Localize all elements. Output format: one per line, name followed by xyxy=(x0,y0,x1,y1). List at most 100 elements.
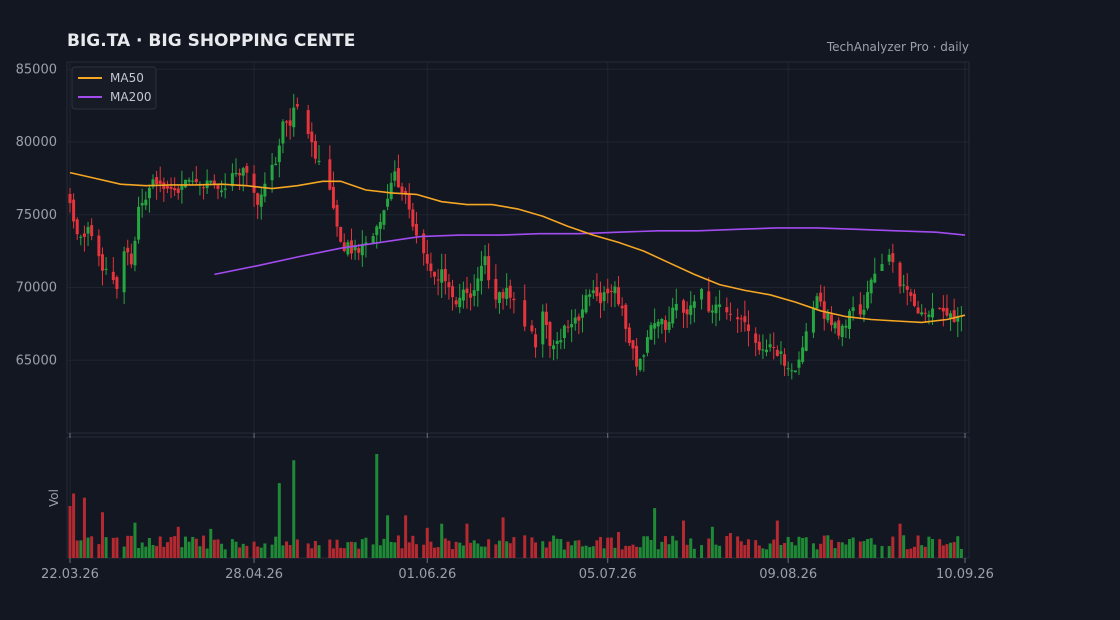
candle-body xyxy=(436,279,440,281)
candle-body xyxy=(945,308,949,316)
volume-bar xyxy=(436,547,440,558)
volume-bar xyxy=(461,545,465,558)
candle-body xyxy=(667,321,671,330)
volume-bar xyxy=(588,547,592,558)
volume-bar xyxy=(447,540,451,558)
volume-bar xyxy=(147,538,151,558)
volume-bar xyxy=(483,546,487,558)
candle-body xyxy=(364,242,368,245)
volume-bar xyxy=(100,512,104,558)
volume-bar xyxy=(570,545,574,558)
volume-bar xyxy=(198,546,202,558)
volume-bar xyxy=(746,539,750,558)
volume-bar xyxy=(544,547,548,558)
volume-bar xyxy=(786,536,790,558)
volume-bar xyxy=(804,537,808,558)
volume-bar xyxy=(743,545,747,558)
candle-body xyxy=(165,186,169,189)
volume-bar xyxy=(624,545,628,558)
volume-bar xyxy=(505,541,509,558)
volume-bar xyxy=(386,515,390,558)
volume-bar xyxy=(414,544,418,558)
volume-bar xyxy=(133,522,137,558)
candle-body xyxy=(476,278,480,291)
price-tick-label: 75000 xyxy=(16,208,57,223)
volume-bar xyxy=(241,543,245,558)
candle-body xyxy=(443,268,447,282)
volume-bar xyxy=(873,544,877,558)
candle-body xyxy=(285,121,289,123)
candle-body xyxy=(400,186,404,193)
candle-body xyxy=(912,293,916,307)
volume-bars xyxy=(68,454,963,558)
candle-body xyxy=(234,172,238,175)
candle-body xyxy=(501,292,505,299)
candle-body xyxy=(710,310,714,313)
volume-bar xyxy=(68,506,72,558)
candle-body xyxy=(898,262,902,287)
legend-ma200-label: MA200 xyxy=(110,90,151,104)
volume-bar xyxy=(757,545,761,558)
candle-body xyxy=(757,341,761,351)
volume-bar xyxy=(602,548,606,558)
volume-bar xyxy=(310,548,314,558)
volume-bar xyxy=(274,536,278,558)
volume-bar xyxy=(898,523,902,558)
volume-bar xyxy=(725,536,729,558)
volume-bar xyxy=(209,528,213,558)
volume-bar xyxy=(779,544,783,558)
candle-body xyxy=(927,314,931,317)
volume-bar xyxy=(104,537,108,558)
candle-body xyxy=(811,307,815,333)
volume-bar xyxy=(635,546,639,558)
candle-body xyxy=(252,173,256,193)
candle-body xyxy=(274,163,278,166)
candle-body xyxy=(905,286,909,290)
volume-bar xyxy=(194,538,198,558)
candle-body xyxy=(353,245,357,251)
candle-body xyxy=(79,236,83,238)
volume-bar xyxy=(479,546,483,558)
candle-body xyxy=(620,305,624,309)
volume-bar xyxy=(682,520,686,558)
candle-body xyxy=(700,288,704,300)
volume-bar xyxy=(501,517,505,558)
volume-bar xyxy=(158,536,162,558)
candle-body xyxy=(674,303,678,311)
candle-body xyxy=(573,317,577,324)
volume-bar xyxy=(916,535,920,558)
candle-body xyxy=(599,292,603,304)
volume-bar xyxy=(801,537,805,558)
volume-bar xyxy=(180,547,184,558)
candle-body xyxy=(765,349,769,353)
volume-bar xyxy=(837,541,841,558)
volume-bar xyxy=(905,549,909,558)
volume-bar xyxy=(927,536,931,558)
candle-body xyxy=(848,311,852,329)
candle-body xyxy=(916,307,920,314)
candle-body xyxy=(393,171,397,181)
volume-bar xyxy=(317,545,321,558)
candle-body xyxy=(339,226,343,242)
price-tick-label: 85000 xyxy=(16,62,57,77)
candle-body xyxy=(115,277,119,290)
date-axis-ticks: 22.03.26 28.04.26 01.06.26 05.07.26 09.08.26… xyxy=(41,433,994,582)
volume-bar xyxy=(497,540,501,558)
candle-body xyxy=(790,370,794,372)
candle-body xyxy=(635,345,639,367)
volume-bar xyxy=(851,537,855,558)
volume-bar xyxy=(86,537,90,558)
price-tick-label: 70000 xyxy=(16,281,57,296)
candle-body xyxy=(591,290,595,294)
volume-bar xyxy=(285,541,289,558)
volume-bar xyxy=(458,542,462,558)
volume-bar xyxy=(371,544,375,558)
volume-bar xyxy=(476,543,480,558)
candle-body xyxy=(671,307,675,324)
volume-bar xyxy=(548,541,552,558)
candle-body xyxy=(746,324,750,332)
chart-title: BIG.TA · BIG SHOPPING CENTE xyxy=(67,31,356,51)
volume-bar xyxy=(223,549,227,558)
candle-body xyxy=(743,316,747,323)
candle-body xyxy=(129,253,133,265)
